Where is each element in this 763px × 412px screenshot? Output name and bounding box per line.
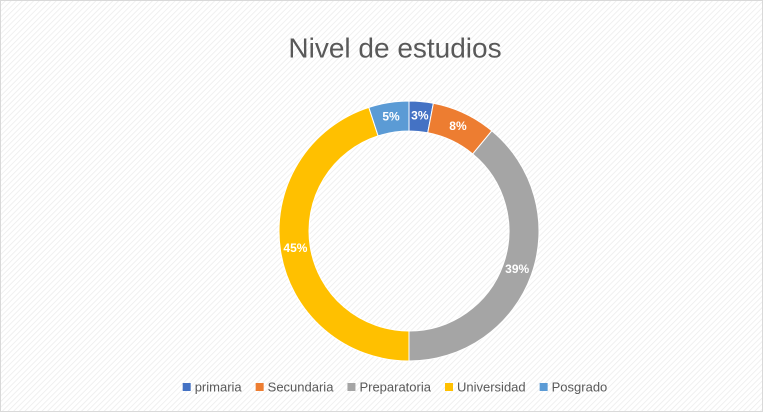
data-label: 5%: [382, 110, 400, 124]
legend-swatch: [182, 383, 191, 391]
legend-label: Universidad: [457, 379, 526, 394]
data-label: 8%: [449, 119, 467, 133]
legend-label: Posgrado: [552, 379, 608, 394]
data-label: 3%: [411, 109, 429, 123]
legend-swatch: [539, 383, 548, 391]
donut-slice: [278, 106, 410, 362]
legend-label: primaria: [195, 379, 243, 394]
legend-label: Preparatoria: [359, 379, 431, 394]
data-label: 39%: [505, 262, 529, 276]
chart-title: Nivel de estudios: [288, 32, 501, 63]
donut-slice: [368, 100, 410, 137]
legend-swatch: [444, 383, 453, 391]
legend-label: Secundaria: [268, 379, 335, 394]
legend-swatch: [255, 383, 264, 391]
legend-swatch: [347, 383, 356, 391]
data-label: 45%: [283, 241, 307, 255]
